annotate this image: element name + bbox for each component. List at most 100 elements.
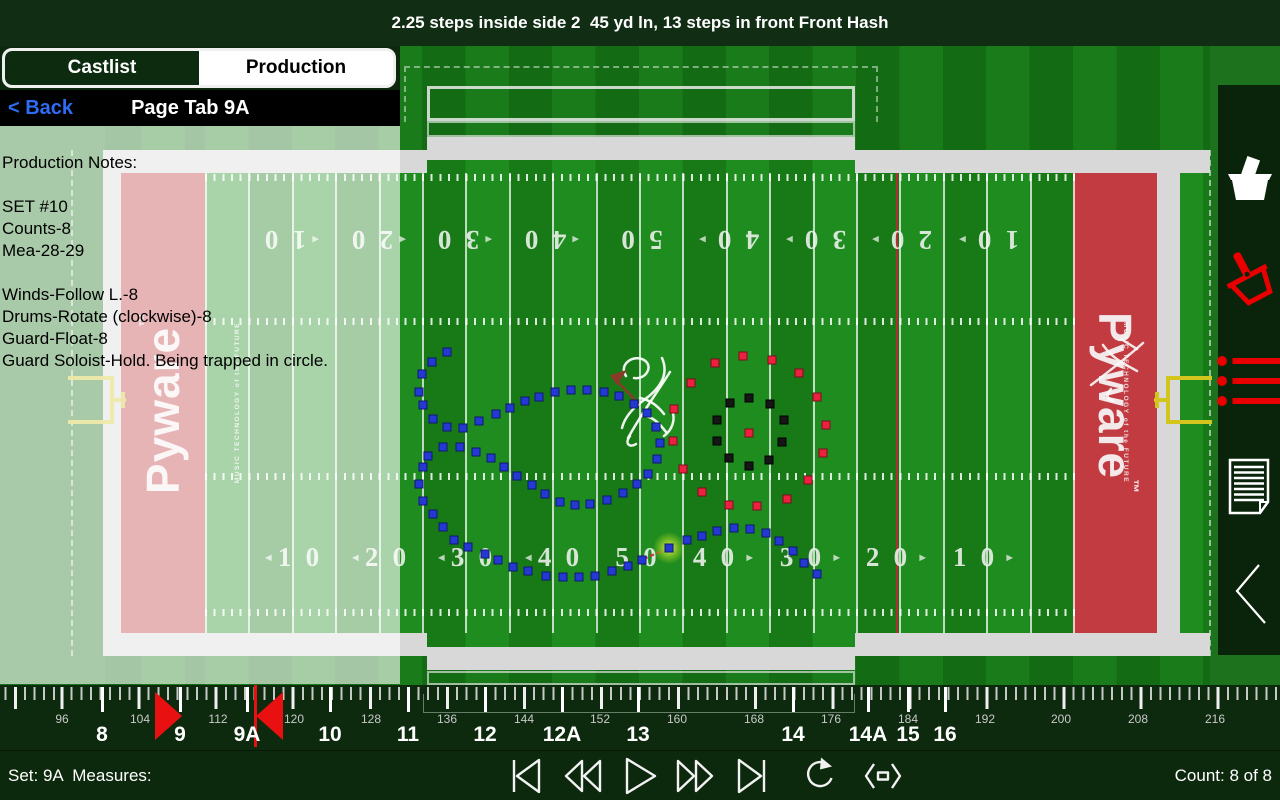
- page-tab-9a[interactable]: 9A: [233, 723, 261, 746]
- performer-dot-blue[interactable]: [505, 403, 515, 413]
- performer-dot-blue[interactable]: [643, 469, 653, 479]
- performer-dot-blue[interactable]: [651, 422, 661, 432]
- back-button[interactable]: < Back: [8, 96, 74, 119]
- page-tab-16[interactable]: 16: [933, 723, 957, 746]
- performer-dot-red[interactable]: [668, 436, 678, 446]
- performer-dot-blue[interactable]: [414, 387, 424, 397]
- tab-castlist[interactable]: Castlist: [5, 51, 199, 85]
- performer-dot-blue[interactable]: [499, 462, 509, 472]
- performer-dot-red[interactable]: [697, 487, 707, 497]
- performer-dot-red[interactable]: [686, 378, 696, 388]
- performer-dot-blue[interactable]: [599, 387, 609, 397]
- page-tab-12a[interactable]: 12A: [542, 723, 582, 746]
- page-tab-14a[interactable]: 14A: [848, 723, 888, 746]
- performer-dot-blue[interactable]: [418, 400, 428, 410]
- count-range-button[interactable]: [861, 754, 905, 798]
- performer-dot-black[interactable]: [779, 415, 789, 425]
- performer-dot-blue[interactable]: [455, 442, 465, 452]
- page-tab-8[interactable]: 8: [96, 723, 108, 746]
- performer-dot-blue[interactable]: [570, 500, 580, 510]
- performer-dot-blue[interactable]: [423, 451, 433, 461]
- performer-dot-black[interactable]: [724, 453, 734, 463]
- performer-dot-blue[interactable]: [558, 572, 568, 582]
- page-tab-11[interactable]: 11: [396, 723, 420, 746]
- collapse-chevron-icon[interactable]: [1229, 563, 1269, 630]
- skip-to-start-button[interactable]: [505, 754, 549, 798]
- tab-production[interactable]: Production: [199, 51, 393, 85]
- performer-dot-red[interactable]: [818, 448, 828, 458]
- page-tab-14[interactable]: 14: [781, 723, 805, 746]
- performer-dot-red[interactable]: [724, 500, 734, 510]
- count-timeline[interactable]: 96 104 112 120 128 136 144 152 160 168 176 184 192 20…: [0, 685, 1280, 750]
- performer-dot-black[interactable]: [777, 437, 787, 447]
- performer-dot-blue[interactable]: [682, 535, 692, 545]
- performer-dot-red[interactable]: [678, 464, 688, 474]
- performer-dot-red[interactable]: [752, 501, 762, 511]
- performer-dot-blue[interactable]: [652, 454, 662, 464]
- performer-dot-blue[interactable]: [655, 438, 665, 448]
- performer-dot-blue[interactable]: [428, 509, 438, 519]
- performer-dot-blue[interactable]: [555, 497, 565, 507]
- performer-dot-blue[interactable]: [428, 414, 438, 424]
- performer-dot-blue[interactable]: [493, 555, 503, 565]
- performer-dot-blue[interactable]: [582, 385, 592, 395]
- production-notes-panel[interactable]: Production Notes: SET #10 Counts-8 Mea-2…: [0, 126, 400, 684]
- performer-dot-blue[interactable]: [712, 526, 722, 536]
- performer-dot-black[interactable]: [744, 461, 754, 471]
- skip-to-end-button[interactable]: [729, 754, 773, 798]
- performer-dot-blue[interactable]: [799, 558, 809, 568]
- performer-dot-black[interactable]: [764, 455, 774, 465]
- performer-dot-blue[interactable]: [512, 471, 522, 481]
- production-basket-icon[interactable]: [1221, 248, 1277, 313]
- performer-dot-blue[interactable]: [585, 499, 595, 509]
- performer-dot-black[interactable]: [712, 415, 722, 425]
- selected-performer-dot[interactable]: [664, 543, 674, 553]
- performer-dot-blue[interactable]: [642, 408, 652, 418]
- performer-dot-blue[interactable]: [574, 572, 584, 582]
- page-tab-13[interactable]: 13: [626, 723, 650, 746]
- performer-dot-black[interactable]: [765, 399, 775, 409]
- performer-dot-blue[interactable]: [480, 549, 490, 559]
- performer-dot-blue[interactable]: [474, 416, 484, 426]
- performer-dot-red[interactable]: [767, 355, 777, 365]
- page-tab-10[interactable]: 10: [318, 723, 342, 746]
- performer-dot-red[interactable]: [738, 351, 748, 361]
- performer-dot-blue[interactable]: [761, 528, 771, 538]
- performer-dot-blue[interactable]: [414, 479, 424, 489]
- performer-dot-blue[interactable]: [427, 357, 437, 367]
- performer-dot-blue[interactable]: [520, 396, 530, 406]
- performer-dot-red[interactable]: [710, 358, 720, 368]
- performer-dot-blue[interactable]: [449, 535, 459, 545]
- performer-dot-blue[interactable]: [418, 496, 428, 506]
- performer-dot-red[interactable]: [821, 420, 831, 430]
- performer-dot-blue[interactable]: [508, 562, 518, 572]
- performer-dot-blue[interactable]: [607, 566, 617, 576]
- set-range-flag[interactable]: [256, 692, 283, 740]
- performer-dot-blue[interactable]: [629, 399, 639, 409]
- performer-dot-blue[interactable]: [458, 423, 468, 433]
- performer-dot-blue[interactable]: [471, 447, 481, 457]
- performer-dot-blue[interactable]: [550, 387, 560, 397]
- performer-dot-blue[interactable]: [442, 347, 452, 357]
- performer-dot-black[interactable]: [744, 393, 754, 403]
- performer-dot-blue[interactable]: [418, 462, 428, 472]
- performer-dot-red[interactable]: [794, 368, 804, 378]
- performer-dot-blue[interactable]: [417, 369, 427, 379]
- performer-dot-red[interactable]: [803, 475, 813, 485]
- rewind-button[interactable]: [561, 754, 605, 798]
- list-icon[interactable]: [1216, 353, 1280, 414]
- performer-dot-red[interactable]: [669, 404, 679, 414]
- performer-dot-blue[interactable]: [523, 566, 533, 576]
- loop-button[interactable]: [795, 754, 839, 798]
- performer-dot-blue[interactable]: [637, 555, 647, 565]
- performer-dot-blue[interactable]: [486, 453, 496, 463]
- performer-dot-blue[interactable]: [729, 523, 739, 533]
- performer-dot-red[interactable]: [782, 494, 792, 504]
- castlist-basket-icon[interactable]: [1223, 153, 1275, 210]
- performer-dot-blue[interactable]: [632, 479, 642, 489]
- performer-dot-black[interactable]: [712, 436, 722, 446]
- play-button[interactable]: [617, 754, 661, 798]
- performer-dot-black[interactable]: [725, 398, 735, 408]
- performer-dot-red[interactable]: [744, 428, 754, 438]
- performer-dot-blue[interactable]: [788, 546, 798, 556]
